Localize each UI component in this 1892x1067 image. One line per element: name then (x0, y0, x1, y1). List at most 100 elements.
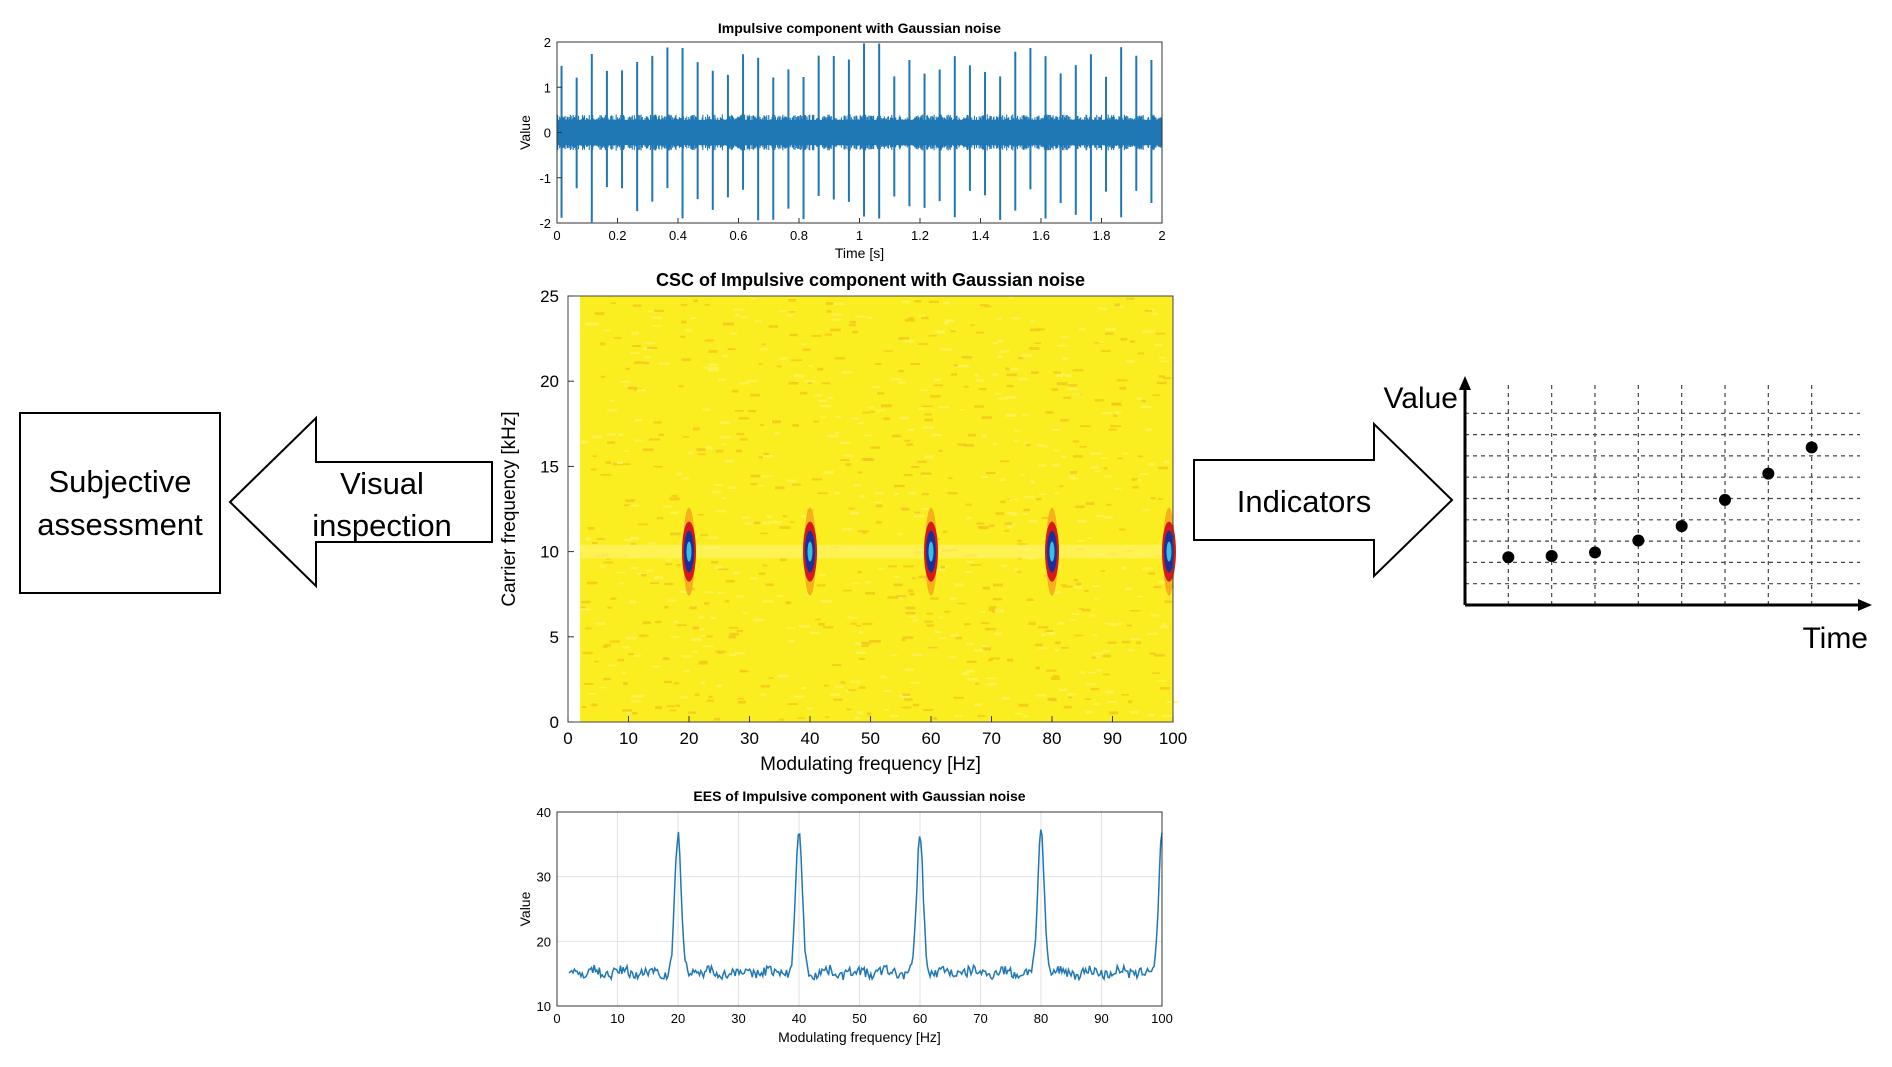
csc-texture (938, 449, 943, 452)
csc-texture (1110, 425, 1122, 428)
csc-texture (912, 619, 919, 622)
csc-texture (775, 486, 785, 490)
csc-texture (999, 349, 1010, 353)
csc-texture (1018, 357, 1024, 360)
csc-texture (996, 317, 1002, 320)
csc-texture (685, 328, 692, 332)
csc-texture (1061, 336, 1069, 339)
csc-texture (814, 394, 823, 397)
csc-texture (624, 504, 632, 507)
csc-texture (870, 446, 880, 449)
csc-texture (840, 459, 850, 461)
csc-texture (1152, 394, 1161, 397)
csc-texture (866, 316, 873, 320)
csc-texture (958, 364, 970, 368)
csc-texture (759, 424, 764, 427)
csc-texture (846, 708, 852, 711)
csc-texture (625, 367, 630, 370)
csc-texture (913, 511, 921, 514)
csc-texture (680, 590, 689, 594)
csc-texture (947, 491, 958, 495)
csc-texture (1114, 411, 1121, 415)
csc-texture (895, 595, 907, 598)
csc-texture (702, 645, 714, 648)
csc-y-tick-label: 15 (540, 457, 559, 476)
csc-texture (1142, 330, 1147, 333)
csc-texture (940, 348, 952, 351)
csc-texture (1159, 625, 1169, 629)
csc-texture (1077, 539, 1086, 542)
csc-texture (1142, 509, 1150, 511)
csc-texture (792, 483, 802, 486)
csc-texture (1092, 634, 1098, 637)
csc-x-tick-label: 60 (922, 729, 941, 748)
csc-texture (1126, 297, 1135, 300)
csc-texture (820, 599, 832, 603)
csc-texture (692, 626, 699, 630)
csc-texture (1011, 317, 1020, 320)
csc-texture (1045, 411, 1054, 414)
csc-texture (715, 449, 724, 453)
csc-texture (700, 635, 708, 637)
csc-texture (824, 716, 829, 718)
csc-texture (635, 419, 643, 422)
csc-texture (947, 477, 953, 479)
csc-texture (717, 591, 724, 594)
csc-texture (858, 657, 865, 660)
csc-texture (596, 537, 605, 540)
csc-texture (806, 707, 813, 710)
csc-texture (1153, 585, 1162, 589)
csc-texture (1117, 622, 1123, 625)
csc-texture (930, 395, 941, 398)
csc-texture (1005, 367, 1010, 371)
ees-x-tick-label: 100 (1151, 1011, 1173, 1026)
time-x-tick-label: 2 (1158, 228, 1165, 243)
csc-texture (692, 650, 698, 653)
csc-texture (681, 358, 691, 362)
csc-texture (636, 572, 644, 575)
csc-texture (750, 474, 761, 478)
csc-texture (721, 443, 728, 446)
csc-texture (1023, 715, 1028, 718)
csc-texture (817, 367, 824, 371)
csc-texture (1060, 584, 1067, 587)
csc-texture (797, 717, 805, 719)
csc-texture (852, 330, 859, 334)
csc-x-tick-label: 100 (1159, 729, 1187, 748)
csc-x-tick-label: 20 (680, 729, 699, 748)
csc-texture (1162, 623, 1167, 627)
csc-texture (861, 641, 872, 645)
csc-texture (887, 565, 897, 568)
csc-texture (613, 337, 622, 339)
csc-texture (603, 329, 611, 332)
csc-texture (883, 690, 892, 692)
csc-texture (628, 600, 636, 604)
csc-texture (765, 583, 774, 586)
csc-texture (825, 302, 834, 305)
csc-texture (607, 409, 618, 412)
csc-texture (820, 415, 827, 418)
csc-texture (1020, 473, 1025, 476)
csc-texture (662, 657, 670, 661)
csc-texture (942, 530, 948, 533)
csc-texture (639, 634, 645, 637)
csc-texture (806, 594, 811, 597)
ees-x-tick-label: 90 (1094, 1011, 1108, 1026)
csc-texture (1013, 439, 1019, 442)
csc-texture (966, 560, 974, 563)
csc-texture (583, 682, 594, 685)
ees-series-line (568, 829, 1163, 982)
csc-texture (671, 494, 678, 498)
csc-texture (580, 608, 591, 611)
csc-texture (948, 656, 956, 658)
csc-texture (717, 651, 724, 654)
csc-texture (912, 703, 920, 707)
csc-texture (1147, 632, 1158, 635)
ees-y-tick-label: 40 (537, 805, 551, 820)
csc-texture (1074, 634, 1084, 637)
csc-texture (1017, 543, 1028, 546)
csc-texture (704, 303, 710, 306)
csc-texture (778, 674, 789, 678)
csc-texture (778, 310, 787, 312)
csc-texture (876, 409, 885, 412)
